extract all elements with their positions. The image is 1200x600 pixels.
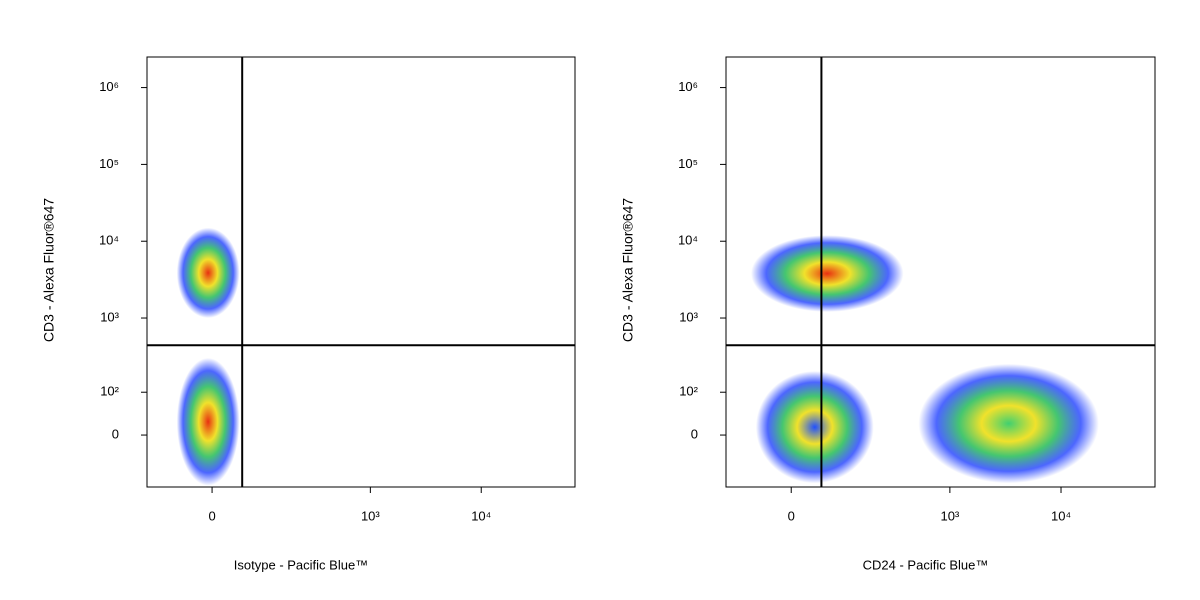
x-tick-label: 10⁴ bbox=[1051, 508, 1071, 523]
y-tick-label: 10³ bbox=[679, 309, 698, 324]
y-tick-label: 10⁶ bbox=[678, 79, 698, 94]
y-tick-label: 10² bbox=[100, 384, 119, 399]
y-tick-label: 0 bbox=[691, 426, 698, 441]
x-tick-label: 10⁴ bbox=[471, 508, 491, 523]
y-axis-title: CD3 - Alexa Fluor®647 bbox=[41, 198, 57, 342]
plot-frame bbox=[146, 56, 576, 488]
y-tick-label: 10⁵ bbox=[99, 156, 119, 171]
y-tick-label: 10⁶ bbox=[99, 79, 119, 94]
x-tick-label: 0 bbox=[208, 508, 215, 523]
y-tick-label: 0 bbox=[112, 426, 119, 441]
cell-population bbox=[918, 363, 1099, 484]
y-tick-label: 10³ bbox=[100, 309, 119, 324]
x-axis-title: Isotype - Pacific Blue™ bbox=[234, 557, 368, 572]
y-tick-label: 10⁵ bbox=[678, 156, 698, 171]
y-tick-label: 10⁴ bbox=[99, 233, 119, 248]
y-tick-label: 10² bbox=[679, 384, 698, 399]
x-tick-label: 10³ bbox=[361, 508, 380, 523]
x-axis-title: CD24 - Pacific Blue™ bbox=[863, 557, 989, 572]
x-tick-label: 10³ bbox=[940, 508, 959, 523]
cell-population bbox=[750, 235, 904, 312]
plot-frame bbox=[725, 56, 1156, 488]
x-tick-label: 0 bbox=[788, 508, 795, 523]
cell-population bbox=[755, 371, 874, 484]
y-axis-title: CD3 - Alexa Fluor®647 bbox=[620, 198, 636, 342]
cell-population bbox=[176, 357, 240, 486]
cell-population bbox=[176, 227, 240, 319]
y-tick-label: 10⁴ bbox=[678, 233, 698, 248]
